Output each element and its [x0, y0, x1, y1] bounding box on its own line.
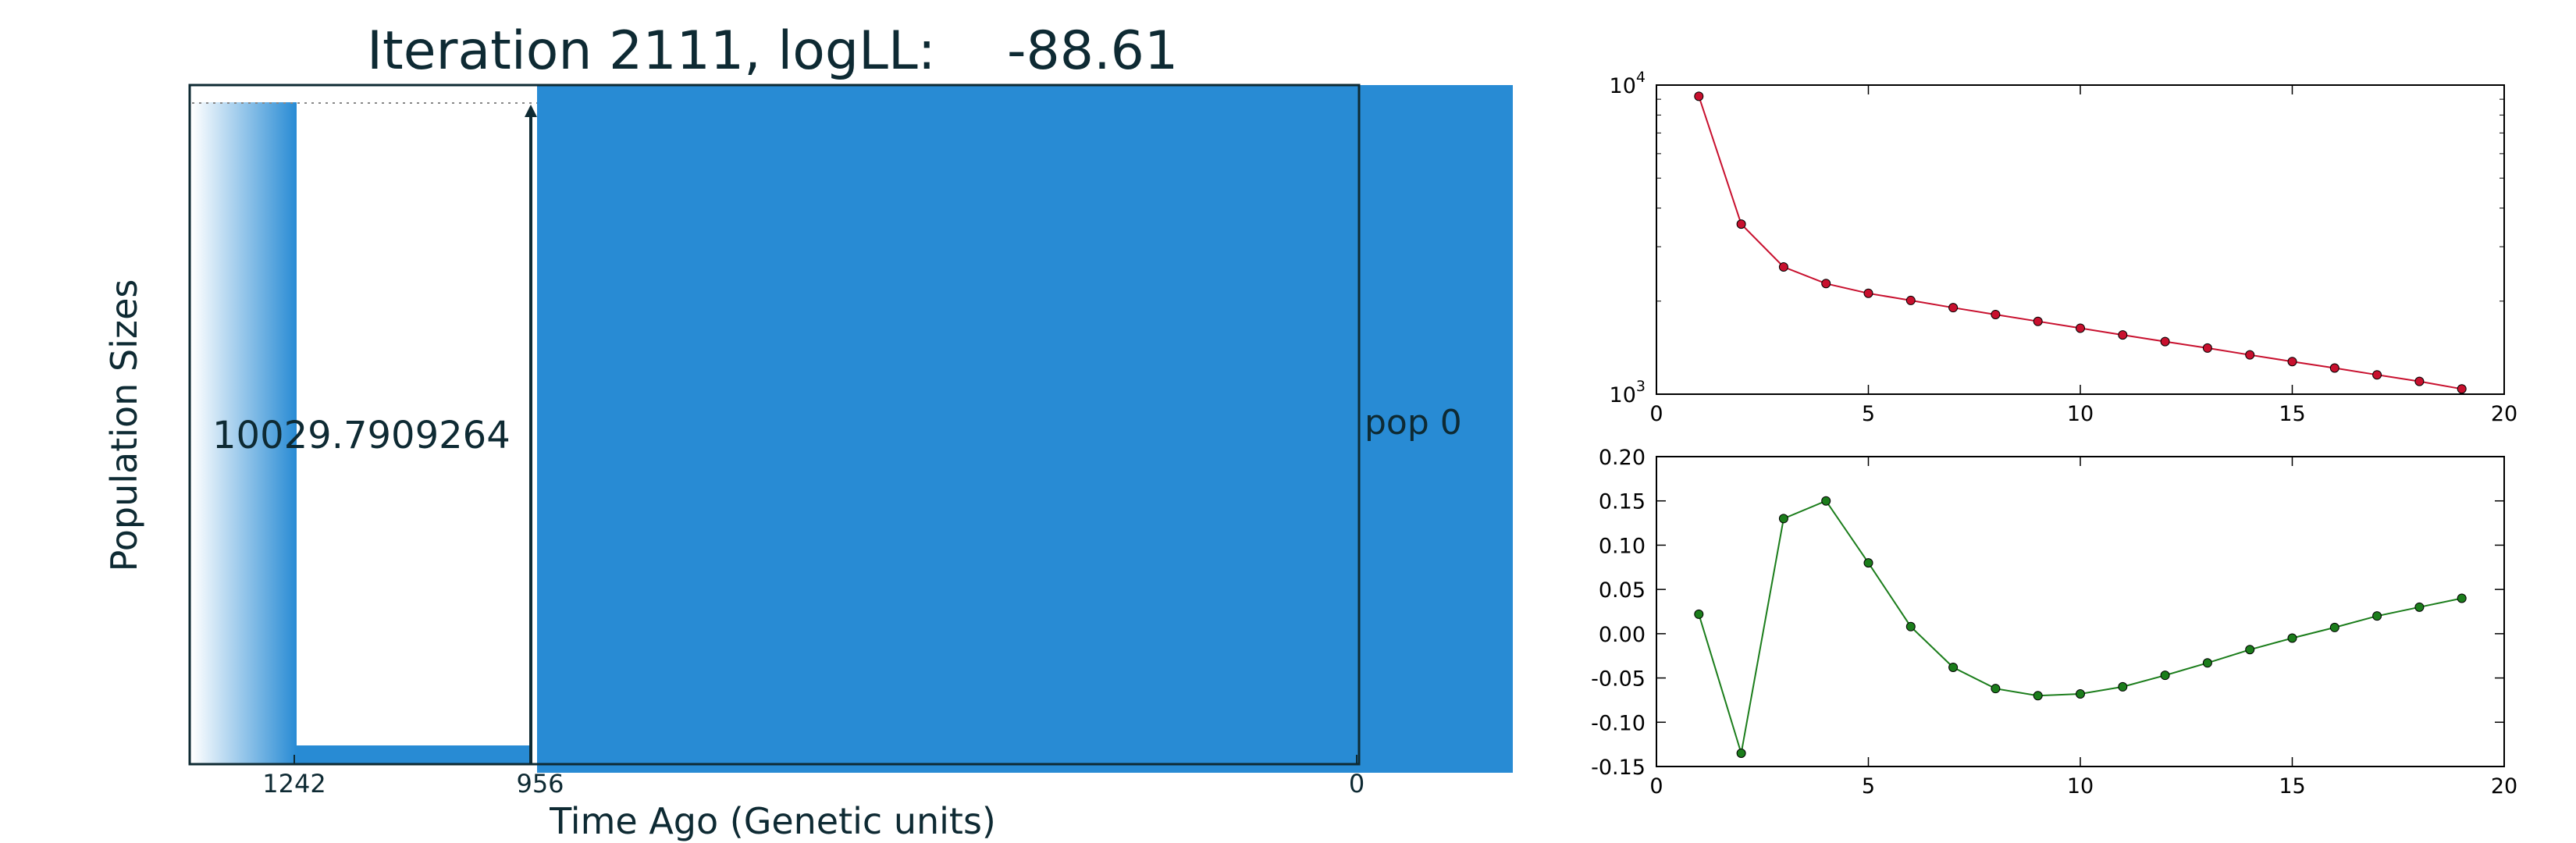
- growth-data-point: [1991, 684, 2001, 694]
- size-data-point: [2118, 330, 2128, 340]
- growth-data-point: [2287, 633, 2297, 643]
- size-ytick-label: 103: [1610, 378, 1646, 407]
- size-arrow-head: [525, 105, 537, 117]
- size-data-point: [2329, 363, 2339, 373]
- size-data-point: [2202, 343, 2212, 353]
- population-size-label: 10029.7909264: [212, 414, 511, 457]
- title-loglikelihood-value: -88.61: [1007, 20, 1178, 82]
- growth-ytick-label: 0.00: [1599, 623, 1646, 647]
- demography-title: Iteration 2111, logLL: -88.61: [367, 20, 1178, 82]
- demography-xlabel: Time Ago (Genetic units): [549, 800, 996, 842]
- size-data-point: [1863, 288, 1873, 298]
- growth-data-point: [2414, 602, 2425, 612]
- xtick-label-1242: 1242: [262, 769, 326, 799]
- growth-data-point: [1694, 609, 1704, 619]
- growth-series-line: [1698, 500, 2462, 754]
- size-ytick-label: 104: [1610, 69, 1646, 98]
- growth-xtick-label: 5: [1862, 774, 1875, 799]
- population-size-line-chart: 0 5 10 15 20 104 103: [1610, 69, 2518, 426]
- size-xtick-label: 10: [2067, 402, 2094, 426]
- ancestral-population-fade: [192, 102, 297, 764]
- size-data-point: [2457, 384, 2467, 394]
- size-data-point: [1778, 261, 1788, 272]
- growth-data-point: [1778, 514, 1788, 524]
- size-xtick-label: 20: [2491, 402, 2517, 426]
- size-data-point: [1736, 219, 1746, 229]
- growth-xtick-label: 10: [2067, 774, 2094, 799]
- growth-ytick-label: -0.10: [1591, 711, 1646, 735]
- growth-ytick-label: -0.05: [1591, 667, 1646, 692]
- size-xtick-label: 5: [1862, 402, 1875, 426]
- growth-ytick-label: 0.05: [1599, 578, 1646, 603]
- xtick-label-0: 0: [1349, 769, 1364, 799]
- pop0-label: pop 0: [1364, 403, 1462, 443]
- pop0-population-block: [537, 85, 1513, 773]
- growth-data-point: [2457, 593, 2467, 603]
- growth-data-point: [2033, 691, 2043, 701]
- title-prefix: Iteration 2111, logLL:: [367, 20, 936, 82]
- size-data-point: [1905, 295, 1916, 305]
- size-data-point: [2076, 323, 2085, 333]
- growth-xtick-label: 0: [1649, 774, 1663, 799]
- bottleneck-population-bar: [297, 745, 531, 764]
- size-data-point: [2160, 336, 2170, 347]
- growth-ytick-label: 0.20: [1599, 446, 1646, 470]
- size-data-point: [1694, 91, 1704, 101]
- growth-data-point: [1948, 662, 1959, 672]
- growth-data-point: [2202, 658, 2212, 668]
- size-data-point: [1991, 309, 2001, 319]
- size-xtick-label: 15: [2279, 402, 2305, 426]
- size-data-point: [2372, 370, 2382, 380]
- growth-data-point: [1821, 496, 1831, 506]
- size-xtick-label: 0: [1649, 402, 1663, 426]
- size-data-point: [1948, 303, 1959, 313]
- demography-ylabel: Population Sizes: [103, 279, 145, 572]
- growth-rate-line-chart: 0 5 10 15 20 0.20 0.15 0.10 0.05 0.00 -0.05 -0.10 -0…: [1591, 446, 2517, 799]
- size-series-line: [1698, 95, 2462, 390]
- growth-xtick-label: 15: [2279, 774, 2305, 799]
- size-data-point: [1821, 279, 1831, 289]
- growth-data-point: [2245, 645, 2255, 655]
- xtick-label-956: 956: [516, 769, 564, 799]
- growth-data-point: [2329, 622, 2339, 632]
- growth-data-point: [2160, 670, 2170, 681]
- growth-data-point: [2372, 611, 2382, 621]
- growth-ytick-label: 0.15: [1599, 490, 1646, 514]
- growth-ytick-label: 0.10: [1599, 534, 1646, 558]
- growth-xtick-label: 20: [2491, 774, 2517, 799]
- size-data-point: [2287, 357, 2297, 367]
- growth-data-point: [1736, 748, 1746, 758]
- size-data-point: [2245, 350, 2255, 360]
- size-axes-frame: [1656, 84, 2505, 395]
- size-data-point: [2414, 376, 2425, 386]
- growth-data-point: [2118, 681, 2128, 692]
- size-data-point: [2033, 316, 2043, 326]
- growth-ytick-label: -0.15: [1591, 756, 1646, 780]
- demography-panel: Iteration 2111, logLL: -88.61 10029.7909…: [103, 20, 1513, 842]
- demography-axes-frame: [188, 84, 1361, 766]
- growth-data-point: [1905, 621, 1916, 631]
- growth-data-point: [2076, 688, 2085, 699]
- growth-data-point: [1863, 558, 1873, 568]
